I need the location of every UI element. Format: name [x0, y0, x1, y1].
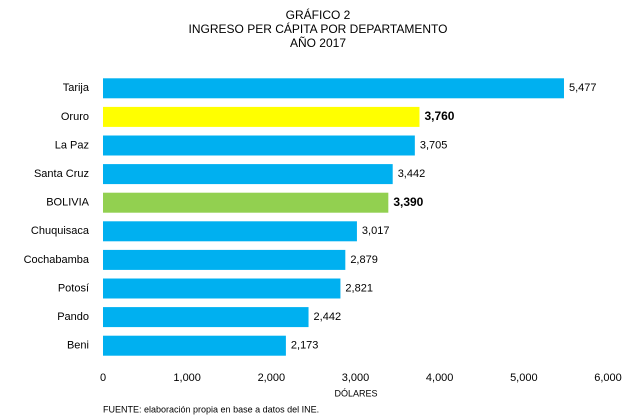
bar: [103, 307, 309, 328]
chart-title: INGRESO PER CÁPITA POR DEPARTAMENTO: [189, 21, 448, 36]
chart-title: AÑO 2017: [290, 36, 346, 50]
data-label: 2,821: [345, 282, 373, 294]
y-tick-label: Cochabamba: [24, 254, 90, 266]
x-tick-label: 4,000: [426, 372, 454, 384]
data-label: 3,705: [420, 139, 448, 151]
y-tick-label: Oruro: [61, 111, 89, 123]
bar: [103, 335, 286, 356]
y-tick-label: Tarija: [63, 82, 90, 94]
source-note: FUENTE: elaboración propia en base a dat…: [103, 404, 319, 414]
x-axis-label: DÓLARES: [334, 388, 377, 398]
y-tick-label: Santa Cruz: [34, 168, 89, 180]
x-tick-label: 5,000: [510, 372, 538, 384]
data-label: 2,173: [291, 340, 319, 352]
data-label: 5,477: [569, 82, 597, 94]
x-tick-label: 1,000: [173, 372, 201, 384]
x-tick-label: 6,000: [594, 372, 622, 384]
bar: [103, 164, 393, 185]
y-tick-label: Pando: [57, 311, 89, 323]
x-tick-label: 2,000: [258, 372, 286, 384]
data-label: 2,442: [314, 311, 342, 323]
bar: [103, 221, 357, 242]
data-label: 3,017: [362, 225, 390, 237]
data-label: 3,760: [424, 109, 454, 123]
chart-title: GRÁFICO 2: [286, 7, 351, 22]
bar: [103, 135, 415, 156]
y-tick-label: Potosí: [58, 282, 89, 294]
y-tick-label: Beni: [67, 340, 89, 352]
bar: [103, 249, 346, 270]
y-tick-label: Chuquisaca: [31, 225, 90, 237]
bar: [103, 106, 420, 127]
bar: [103, 278, 341, 299]
data-label: 3,390: [393, 195, 423, 209]
bar: [103, 78, 564, 99]
y-tick-label: BOLIVIA: [46, 197, 89, 209]
bar: [103, 192, 389, 213]
data-label: 2,879: [350, 254, 378, 266]
y-tick-label: La Paz: [55, 139, 89, 151]
data-label: 3,442: [398, 168, 426, 180]
x-tick-label: 3,000: [342, 372, 370, 384]
x-tick-label: 0: [100, 372, 106, 384]
